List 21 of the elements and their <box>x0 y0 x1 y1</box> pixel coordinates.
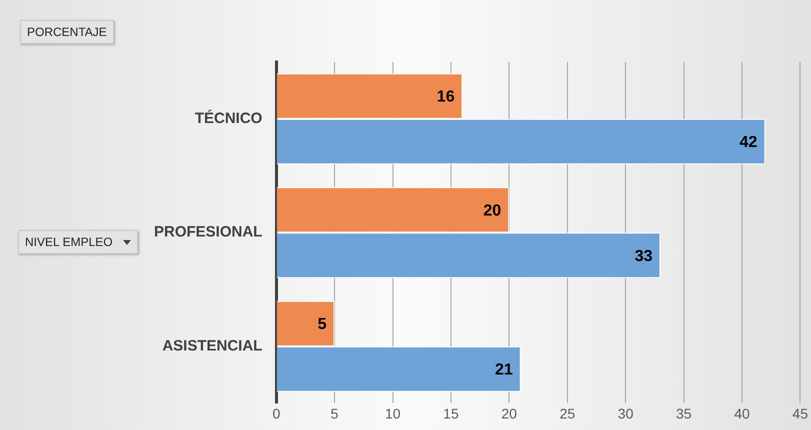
x-tick-label: 45 <box>792 405 808 422</box>
x-tick-label: 10 <box>384 405 401 422</box>
x-tick-label: 25 <box>560 405 576 422</box>
data-label: 16 <box>436 88 455 106</box>
y-tick-label: TÉCNICO <box>194 109 263 128</box>
data-label: 5 <box>318 316 327 333</box>
data-label: 21 <box>495 361 513 378</box>
x-tick-label: 20 <box>501 405 518 422</box>
x-tick-label: 15 <box>443 405 459 422</box>
data-label: 20 <box>483 202 502 220</box>
data-label: 33 <box>634 248 653 265</box>
x-tick-label: 30 <box>618 405 634 422</box>
y-tick-label: ASISTENCIAL <box>162 337 262 354</box>
x-tick-label: 5 <box>330 405 339 422</box>
x-tick-label: 0 <box>272 405 280 422</box>
y-tick-label: PROFESIONAL <box>154 224 262 241</box>
y-axis-title: NIVEL EMPLEO <box>25 235 113 249</box>
x-tick-label: 35 <box>676 405 692 422</box>
data-label: 42 <box>739 134 758 152</box>
text: PORCENTAJE <box>20 20 114 44</box>
x-tick-label: 40 <box>734 405 750 422</box>
